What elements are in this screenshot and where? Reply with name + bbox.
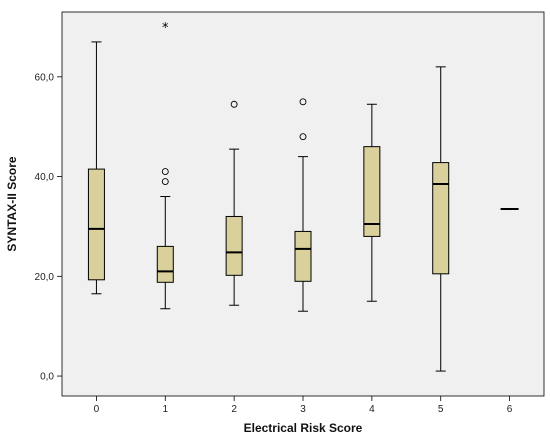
x-tick-label: 5 xyxy=(438,404,444,415)
box-group-5 xyxy=(432,66,450,372)
outlier-point xyxy=(299,133,307,141)
box-iqr xyxy=(363,146,381,237)
x-tick-label: 1 xyxy=(163,404,169,415)
x-tick-label: 0 xyxy=(94,404,100,415)
y-tick-label: 20,0 xyxy=(35,272,55,283)
box-group-0 xyxy=(87,41,105,295)
box-iqr xyxy=(87,168,105,281)
box-iqr xyxy=(294,230,312,282)
box-group-4 xyxy=(363,103,381,302)
x-tick-label: 4 xyxy=(369,404,375,415)
box-group-2 xyxy=(225,100,243,306)
outlier-point xyxy=(161,168,169,176)
y-tick-label: 40,0 xyxy=(35,172,55,183)
x-tick-label: 6 xyxy=(507,404,513,415)
y-tick-label: 0,0 xyxy=(40,372,54,383)
x-tick-label: 2 xyxy=(231,404,237,415)
box-iqr xyxy=(225,215,243,276)
outlier-point xyxy=(299,98,307,106)
x-tick-label: 3 xyxy=(300,404,306,415)
y-axis-title: SYNTAX-II Score xyxy=(5,156,19,251)
x-axis: 0 1 2 3 4 5 6 xyxy=(94,396,513,415)
x-axis-title: Electrical Risk Score xyxy=(244,421,363,435)
boxes-layer: * xyxy=(87,21,519,372)
y-axis: 0,0 20,0 40,0 60,0 xyxy=(35,72,62,383)
outlier-point xyxy=(230,100,238,108)
box-group-3 xyxy=(294,98,312,312)
y-tick-label: 60,0 xyxy=(35,72,55,83)
box-iqr xyxy=(156,245,174,283)
box-group-1: * xyxy=(156,21,174,310)
box-iqr xyxy=(432,162,450,275)
outlier-point xyxy=(161,178,169,186)
extreme-point: * xyxy=(162,21,169,36)
